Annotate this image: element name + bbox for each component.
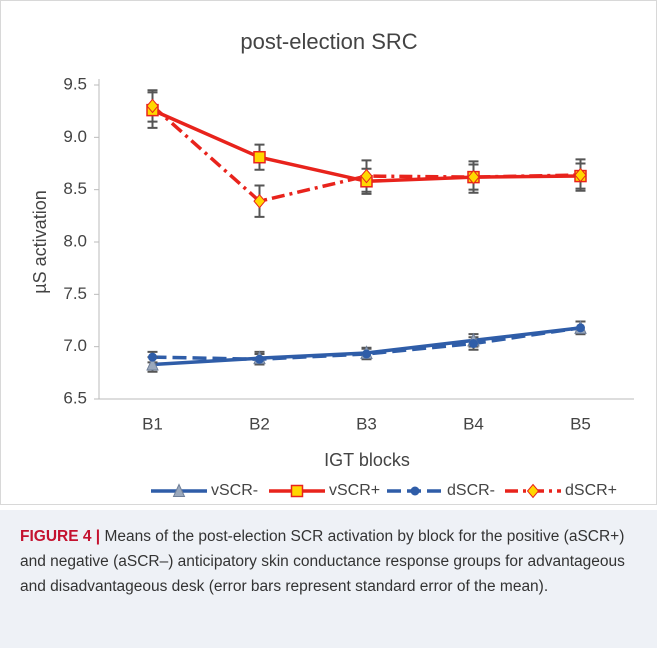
x-axis-label: IGT blocks: [324, 450, 410, 470]
legend-label: dSCR-: [447, 482, 495, 499]
marker: [253, 193, 266, 209]
legend-marker: [410, 486, 420, 496]
y-tick-label: 6.5: [63, 388, 87, 407]
marker: [469, 339, 478, 349]
y-tick-label: 9.0: [63, 127, 87, 146]
caption-label: FIGURE 4 |: [20, 528, 101, 545]
y-tick-label: 7.0: [63, 336, 87, 355]
x-tick-label: B1: [142, 414, 163, 433]
y-tick-label: 8.5: [63, 179, 87, 198]
x-tick-label: B3: [356, 414, 377, 433]
marker: [255, 354, 264, 364]
chart: post-election SRC µS activation IGT bloc…: [30, 29, 634, 499]
marker: [146, 98, 159, 114]
x-tick-label: B5: [570, 414, 591, 433]
legend-marker: [526, 483, 540, 499]
y-tick-label: 9.5: [63, 74, 87, 93]
chart-title: post-election SRC: [240, 29, 417, 54]
y-axis-label: µS activation: [30, 190, 50, 293]
marker: [362, 349, 371, 359]
caption-text: Means of the post-election SCR activatio…: [20, 528, 625, 595]
marker: [148, 352, 157, 362]
x-tick-label: B2: [249, 414, 270, 433]
legend-marker: [290, 484, 304, 498]
legend-marker: [172, 483, 186, 497]
legend-label: vSCR-: [211, 482, 258, 499]
y-tick-label: 8.0: [63, 231, 87, 250]
y-tick-label: 7.5: [63, 284, 87, 303]
marker: [467, 169, 480, 185]
x-tick-label: B4: [463, 414, 484, 433]
series-line: [152, 326, 581, 361]
marker: [576, 323, 585, 333]
marker: [360, 168, 373, 184]
marker: [253, 150, 266, 164]
legend-label: dSCR+: [565, 482, 617, 499]
marker: [146, 356, 159, 371]
chart-frame: post-election SRC µS activation IGT bloc…: [0, 0, 657, 505]
legend-label: vSCR+: [329, 482, 380, 499]
figure-caption: FIGURE 4 | Means of the post-election SC…: [0, 510, 657, 648]
marker: [574, 167, 587, 183]
